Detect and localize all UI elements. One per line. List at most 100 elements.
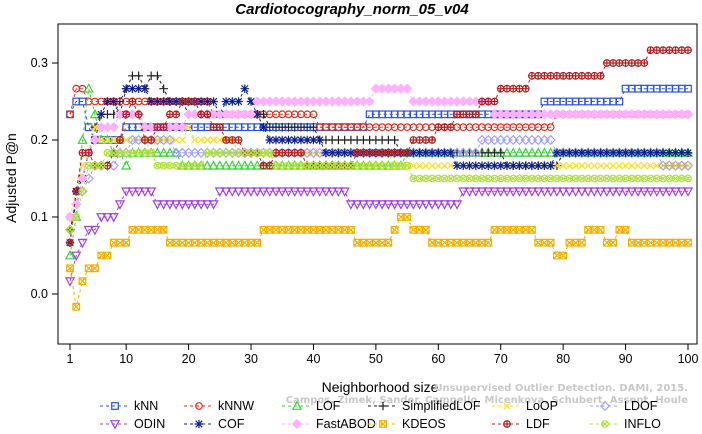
point-cof-68: [483, 161, 493, 170]
x-tick-label-70: 70: [494, 352, 508, 366]
point-kdeos-9: [116, 238, 124, 247]
point-odin-6: [96, 213, 107, 223]
point-odin-79: [551, 187, 563, 197]
point-inflo-14: [147, 149, 156, 157]
point-kdeos-18: [172, 238, 181, 247]
point-cof-14: [146, 97, 156, 106]
point-cof-38: [296, 135, 306, 145]
point-ldf-14: [147, 136, 156, 144]
point-odin-9: [114, 200, 126, 210]
point-odin-85: [589, 187, 600, 197]
legend-marker-kdeos: [379, 420, 387, 428]
point-cof-75: [527, 161, 537, 170]
point-ldf-11: [128, 97, 137, 106]
y-tick-label-1: 0.1: [31, 210, 48, 224]
legend-item-knnw: kNNW: [184, 399, 254, 413]
point-cof-74: [521, 161, 530, 170]
point-kdeos-16: [159, 225, 168, 234]
point-ldf-59: [428, 136, 436, 144]
legend-item-fastabod: FastABOD: [282, 417, 376, 431]
point-loop-58: [422, 161, 430, 170]
point-ldf-32: [259, 161, 268, 170]
point-inflo-3: [78, 187, 87, 196]
point-kdeos-66: [471, 238, 480, 247]
series-line-kdeos: [69, 216, 688, 307]
point-odin-73: [514, 187, 525, 197]
point-ldf-93: [640, 59, 649, 67]
point-cof-86: [596, 148, 605, 158]
point-odin-58: [420, 200, 431, 210]
point-ldf-21: [190, 97, 199, 106]
point-cof-34: [271, 135, 281, 145]
point-loop-5: [91, 123, 99, 131]
point-loop-87: [603, 161, 611, 170]
point-cof-83: [577, 148, 587, 158]
legend-item-kdeos: KDEOS: [368, 417, 446, 431]
point-ldf-70: [496, 84, 505, 93]
point-ldf-55: [403, 149, 411, 157]
point-lof-29: [239, 160, 250, 170]
point-kdeos-10: [122, 238, 131, 247]
point-loop-85: [590, 161, 599, 170]
point-loop-81: [565, 161, 574, 170]
point-ldf-25: [215, 123, 224, 131]
point-odin-68: [483, 187, 494, 197]
legend-marker-knn: [111, 402, 119, 410]
point-ldf-98: [671, 46, 680, 54]
point-ldf-48: [359, 149, 368, 157]
point-odin-35: [277, 187, 288, 197]
legend: kNN kNNW LOF SimplifiedLOF LoOP LDOF ODIN COF Fa…: [100, 399, 661, 431]
point-odin-59: [426, 200, 438, 210]
point-inflo-89: [615, 174, 624, 183]
legend-item-cof: COF: [184, 417, 245, 431]
legend-label-knn: kNN: [134, 399, 158, 413]
legend-marker-ldf: [503, 420, 511, 428]
x-tick-label-10: 10: [119, 352, 133, 366]
point-cof-24: [209, 97, 218, 106]
point-loop-25: [216, 136, 224, 144]
point-simplifiedlof-70: [496, 148, 506, 158]
point-cof-59: [427, 148, 437, 158]
point-ldf-82: [571, 72, 580, 80]
point-inflo-64: [459, 174, 468, 183]
point-odin-40: [308, 187, 319, 197]
point-kdeos-80: [559, 251, 568, 260]
point-loop-6: [97, 136, 105, 144]
point-loop-18: [172, 136, 180, 144]
point-cof-11: [128, 84, 137, 93]
point-knn-100: [684, 84, 692, 93]
legend-marker-lof: [291, 400, 303, 410]
x-tick-label-40: 40: [307, 352, 321, 366]
point-kdeos-76: [534, 238, 543, 247]
point-knnw-1: [66, 110, 74, 119]
point-ldf-88: [609, 59, 617, 67]
point-ldf-69: [490, 97, 499, 106]
series-line-odin: [69, 190, 688, 282]
point-odin-72: [508, 187, 519, 197]
legend-marker-knnw: [195, 402, 203, 410]
point-ldf-62: [446, 123, 455, 131]
point-inflo-86: [596, 174, 605, 183]
point-kdeos-20: [184, 238, 193, 247]
point-ldf-57: [415, 136, 424, 144]
point-ldf-51: [378, 149, 387, 157]
point-kdeos-46: [347, 225, 355, 234]
point-ldf-37: [290, 149, 299, 157]
point-cof-65: [465, 161, 474, 170]
point-inflo-84: [584, 174, 593, 183]
point-ldf-73: [515, 84, 524, 93]
point-cof-79: [552, 148, 562, 158]
point-odin-61: [439, 200, 450, 210]
point-kdeos-97: [665, 238, 674, 247]
legend-label-lof: LOF: [316, 399, 341, 413]
point-cof-82: [571, 148, 580, 158]
point-lof-30: [245, 160, 257, 170]
point-cof-29: [240, 84, 250, 93]
point-loop-21: [191, 136, 199, 144]
point-kdeos-65: [465, 238, 474, 247]
point-odin-36: [283, 187, 294, 197]
y-tick-label-0: 0.0: [31, 287, 48, 301]
point-lof-10: [121, 160, 132, 170]
point-odin-23: [202, 200, 213, 210]
point-kdeos-90: [621, 225, 630, 234]
